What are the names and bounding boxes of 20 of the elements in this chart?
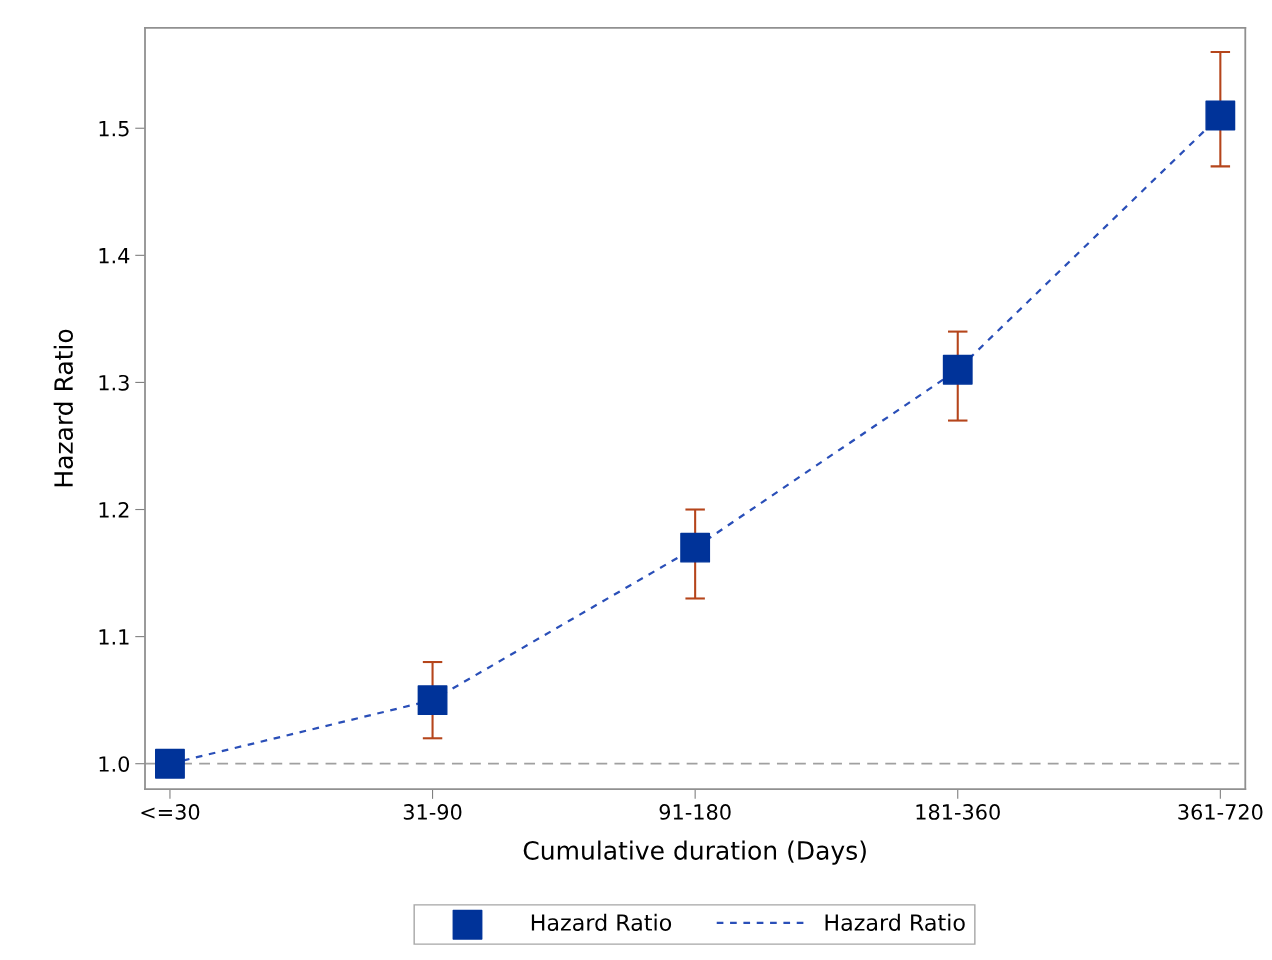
y-tick-label: 1.0 (99, 756, 130, 772)
x-tick-label: 31-90 (403, 804, 462, 820)
legend-label: Hazard Ratio (825, 913, 965, 931)
y-axis-title: Hazard Ratio (53, 329, 73, 487)
legend-label: Hazard Ratio (531, 913, 672, 931)
point (942, 354, 973, 385)
y-tick-label: 1.2 (99, 501, 129, 518)
point (680, 532, 711, 563)
y-tick-label: 1.3 (99, 374, 129, 391)
point (417, 685, 448, 716)
x-axis-title: Cumulative duration (Days) (523, 840, 866, 865)
x-tick-label: 91-180 (659, 804, 731, 820)
point (1205, 100, 1236, 131)
x-tick-label: 361-720 (1178, 804, 1263, 820)
y-tick-label: 1.1 (99, 629, 129, 645)
point (155, 748, 185, 779)
y-tick-label: 1.5 (99, 120, 129, 137)
x-tick-label: <=30 (141, 804, 200, 820)
y-tick-label: 1.4 (99, 248, 130, 264)
x-tick-label: 181-360 (916, 804, 1000, 820)
